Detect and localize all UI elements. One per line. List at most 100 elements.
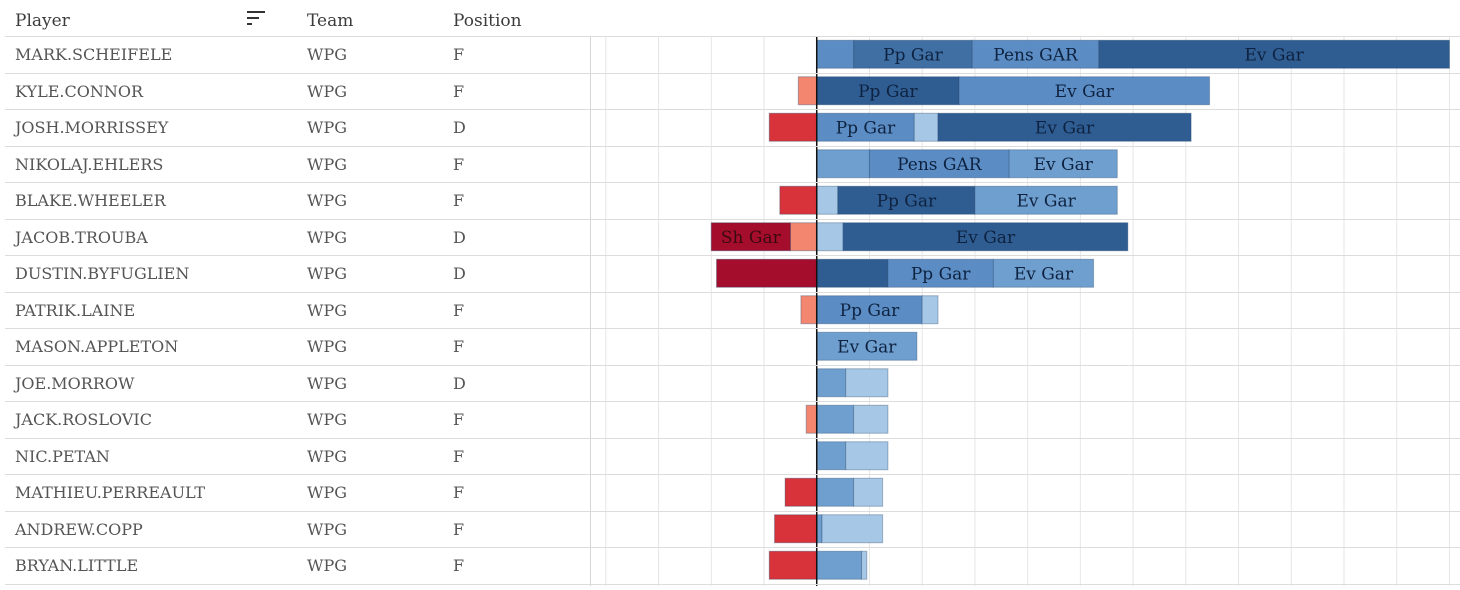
- bar-segment: [816, 295, 923, 325]
- bar-segment: [816, 222, 844, 252]
- team-cell: WPG: [307, 556, 347, 575]
- table-row[interactable]: JOSH.MORRISSEY WPG D: [0, 109, 1460, 145]
- gar-stacked-bar-chart: Pp Gar Pens GAR Ev Gar Pp Gar Ev Gar Pp Gar Ev…: [590, 36, 1460, 586]
- position-cell: F: [453, 337, 465, 356]
- table-row[interactable]: KYLE.CONNOR WPG F: [0, 73, 1460, 109]
- team-cell: WPG: [307, 227, 347, 247]
- team-cell: WPG: [307, 410, 347, 429]
- bar-segment: [816, 441, 847, 471]
- bar-segment-label: Pens GAR: [993, 45, 1079, 65]
- bar-segment: [816, 185, 839, 215]
- position-cell: F: [453, 483, 465, 502]
- bar-segment-label: Pp Gar: [836, 118, 896, 138]
- player-name-cell: MARK.SCHEIFELE: [15, 45, 173, 64]
- bar-segment-label: Ev Gar: [1014, 264, 1074, 284]
- bar-segment: [816, 331, 918, 361]
- bar-segment: [774, 514, 818, 544]
- player-name-cell: ANDREW.COPP: [15, 519, 143, 539]
- table-row[interactable]: JACOB.TROUBA WPG D: [0, 219, 1460, 255]
- position-cell: F: [453, 300, 465, 320]
- player-name-cell: MATHIEU.PERREAULT: [15, 483, 206, 502]
- table-row[interactable]: DUSTIN.BYFUGLIEN WPG D: [0, 255, 1460, 291]
- player-name-cell: NIKOLAJ.EHLERS: [15, 154, 164, 174]
- player-name-cell: BLAKE.WHEELER: [15, 191, 166, 210]
- bar-segment: [853, 404, 889, 434]
- team-cell: WPG: [307, 300, 347, 320]
- position-cell: F: [453, 410, 465, 429]
- bar-segment: [816, 368, 847, 398]
- bar-segment: [816, 550, 863, 580]
- bar-segment: [861, 550, 868, 580]
- bar-segment: [887, 258, 994, 288]
- team-cell: WPG: [307, 483, 347, 502]
- bar-segment-label: Pp Gar: [883, 45, 943, 65]
- team-column-header[interactable]: Team: [307, 11, 354, 31]
- player-name-cell: NIC.PETAN: [15, 446, 110, 466]
- player-name-cell: JOSH.MORRISSEY: [15, 118, 169, 137]
- team-cell: WPG: [307, 264, 347, 283]
- player-name-cell: JACK.ROSLOVIC: [15, 410, 152, 429]
- team-cell: WPG: [307, 154, 347, 174]
- bar-segment: [992, 258, 1095, 288]
- position-cell: D: [453, 227, 466, 247]
- player-name-cell: MASON.APPLETON: [15, 337, 179, 356]
- team-cell: WPG: [307, 118, 347, 137]
- table-row[interactable]: JACK.ROSLOVIC WPG F: [0, 401, 1460, 437]
- team-cell: WPG: [307, 337, 347, 356]
- bar-segment: [937, 112, 1192, 142]
- team-cell: WPG: [307, 446, 347, 466]
- bar-segment: [913, 112, 939, 142]
- bar-segment: [868, 149, 1010, 179]
- bar-segment: [816, 39, 855, 69]
- bar-segment: [971, 39, 1100, 69]
- table-row[interactable]: JOE.MORROW WPG D: [0, 365, 1460, 401]
- player-name-cell: JOE.MORROW: [15, 373, 135, 393]
- table-row[interactable]: NIC.PETAN WPG F: [0, 438, 1460, 474]
- bar-segment: [842, 222, 1129, 252]
- table-header: Player Team Position: [0, 0, 1460, 36]
- bar-segment: [716, 258, 818, 288]
- bar-segment-label: Pp Gar: [911, 264, 971, 284]
- bar-segment: [845, 441, 889, 471]
- bar-segment: [958, 76, 1211, 106]
- position-cell: D: [453, 264, 466, 283]
- bar-segment: [816, 404, 855, 434]
- bar-segment: [1098, 39, 1450, 69]
- bar-segment: [816, 149, 870, 179]
- table-row[interactable]: MASON.APPLETON WPG F: [0, 328, 1460, 364]
- position-cell: F: [453, 154, 465, 174]
- bar-segment: [805, 404, 818, 434]
- player-name-cell: DUSTIN.BYFUGLIEN: [15, 264, 190, 283]
- position-cell: F: [453, 556, 465, 575]
- bar-segment: [800, 295, 818, 325]
- table-row[interactable]: NIKOLAJ.EHLERS WPG F: [0, 146, 1460, 182]
- player-name-cell: BRYAN.LITTLE: [15, 556, 139, 575]
- table-row[interactable]: MATHIEU.PERREAULT WPG F: [0, 474, 1460, 510]
- sort-descending-icon[interactable]: [247, 9, 267, 27]
- table-row[interactable]: PATRIK.LAINE WPG F: [0, 292, 1460, 328]
- player-name-cell: JACOB.TROUBA: [15, 227, 148, 247]
- bar-segment: [768, 550, 818, 580]
- position-cell: F: [453, 81, 465, 101]
- team-cell: WPG: [307, 191, 347, 210]
- bar-segment-label: Ev Gar: [1016, 191, 1076, 211]
- bar-segment: [1008, 149, 1118, 179]
- table-row[interactable]: ANDREW.COPP WPG F: [0, 511, 1460, 547]
- bar-segment: [816, 477, 855, 507]
- position-column-header[interactable]: Position: [453, 11, 522, 31]
- team-cell: WPG: [307, 373, 347, 393]
- table-row[interactable]: BLAKE.WHEELER WPG F: [0, 182, 1460, 218]
- bar-segment: [837, 185, 976, 215]
- team-cell: WPG: [307, 519, 347, 539]
- position-cell: F: [453, 191, 465, 210]
- table-row[interactable]: BRYAN.LITTLE WPG F: [0, 547, 1460, 583]
- bar-segment: [789, 222, 818, 252]
- bar-segment-label: Pens GAR: [897, 155, 983, 175]
- player-column-header[interactable]: Player: [15, 11, 70, 31]
- bar-segment-label: Pp Gar: [840, 301, 900, 321]
- bar-segment-label: Pp Gar: [858, 82, 918, 102]
- bar-segment: [974, 185, 1118, 215]
- table-row[interactable]: MARK.SCHEIFELE WPG F: [0, 36, 1460, 72]
- bar-segment: [821, 514, 884, 544]
